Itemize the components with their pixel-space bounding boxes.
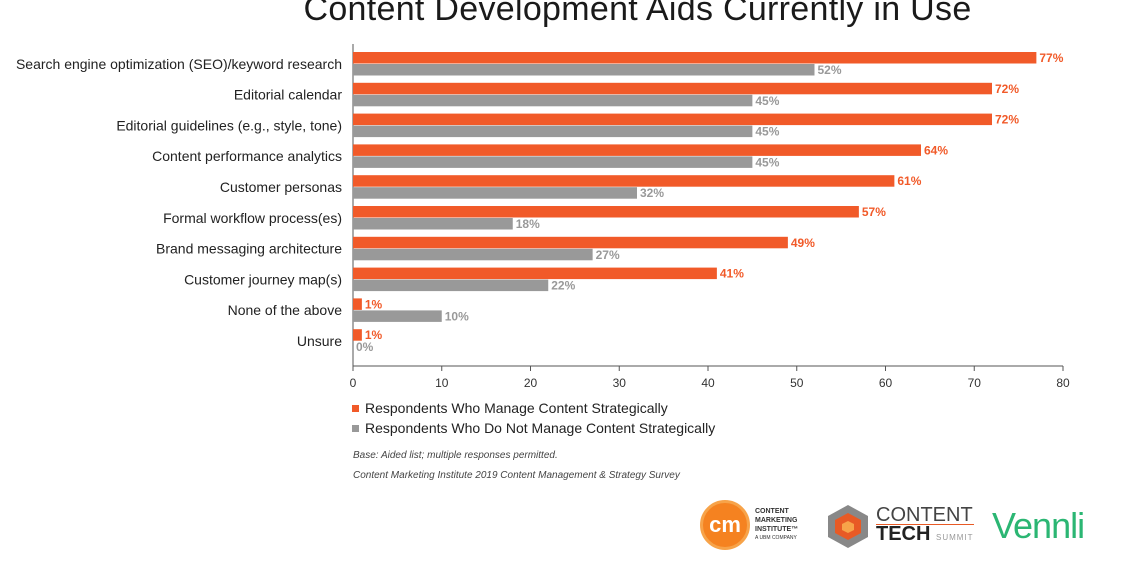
x-tick-label: 60 [879, 376, 893, 390]
legend-swatch-non-strategic [352, 424, 359, 432]
legend-item-strategic: Respondents Who Manage Content Strategic… [352, 398, 715, 418]
category-label: Unsure [297, 333, 342, 349]
cmi-logo-mark: cm [700, 500, 750, 550]
bar-chart: 0 10 20 30 40 50 60 70 80 Search engine optimizat… [16, 44, 1070, 390]
x-tick-label: 0 [350, 376, 357, 390]
category-label: Search engine optimization (SEO)/keyword… [16, 56, 342, 72]
value-label-non-strategic: 45% [755, 155, 779, 169]
category-label: Editorial guidelines (e.g., style, tone) [116, 117, 342, 133]
bar-strategic [353, 52, 1037, 64]
bar-strategic [353, 267, 717, 280]
cmi-logo: cm CONTENT MARKETING INSTITUTE™ A UBM CO… [700, 500, 798, 550]
bar-non-strategic [353, 156, 753, 168]
bar-non-strategic [353, 218, 513, 230]
base-note: Base: Aided list; multiple responses per… [353, 450, 558, 461]
value-label-non-strategic: 10% [445, 309, 469, 323]
bar-strategic [353, 82, 992, 95]
content-tech-line1: CONTENT [876, 503, 974, 526]
value-label-non-strategic: 45% [755, 125, 779, 139]
value-label-strategic: 61% [897, 174, 921, 188]
legend-label-strategic: Respondents Who Manage Content Strategic… [365, 400, 668, 416]
x-tick-label: 80 [1056, 376, 1070, 390]
value-label-strategic: 49% [791, 236, 815, 250]
x-tick-label: 10 [435, 376, 449, 390]
cmi-logo-line2: MARKETING [755, 517, 798, 524]
category-label: Customer journey map(s) [184, 271, 342, 287]
value-label-strategic: 72% [995, 82, 1019, 96]
vennli-logo: Vennli [992, 505, 1085, 546]
cmi-logo-sub: A UBM COMPANY [755, 535, 797, 541]
content-tech-summit: SUMMIT [936, 532, 974, 542]
category-label: Customer personas [220, 179, 342, 195]
category-label: Content performance analytics [152, 148, 342, 164]
bar-non-strategic [353, 279, 549, 292]
value-label-non-strategic: 0% [356, 340, 374, 354]
hexagon-icon [828, 505, 868, 548]
x-tick-label: 50 [790, 376, 804, 390]
value-label-strategic: 72% [995, 113, 1019, 127]
bar-strategic [353, 113, 992, 126]
category-label: Editorial calendar [234, 87, 343, 103]
value-label-strategic: 64% [924, 143, 948, 157]
content-tech-logo: CONTENT TECH SUMMIT [824, 503, 974, 549]
source-note: Content Marketing Institute 2019 Content… [353, 470, 680, 481]
value-label-strategic: 41% [720, 267, 744, 281]
bar-non-strategic [353, 64, 815, 76]
cmi-logo-line3: INSTITUTE™ [755, 526, 799, 533]
category-label: Formal workflow process(es) [163, 210, 342, 226]
bar-strategic [353, 175, 895, 187]
legend-item-non-strategic: Respondents Who Do Not Manage Content St… [352, 418, 715, 438]
value-label-strategic: 77% [1039, 51, 1063, 65]
bar-non-strategic [353, 310, 442, 322]
value-label-non-strategic: 27% [596, 248, 620, 262]
value-label-strategic: 57% [862, 205, 886, 219]
bar-strategic [353, 206, 859, 218]
bar-strategic [353, 236, 788, 249]
cmi-logo-text: CONTENT MARKETING INSTITUTE™ A UBM COMPA… [755, 507, 798, 543]
value-label-non-strategic: 32% [640, 186, 664, 200]
value-label-strategic: 1% [365, 328, 383, 342]
value-label-non-strategic: 52% [818, 63, 842, 77]
bar-strategic [353, 144, 921, 156]
value-label-strategic: 1% [365, 297, 383, 311]
value-label-non-strategic: 45% [755, 94, 779, 108]
legend-swatch-strategic [352, 404, 359, 412]
bar-non-strategic [353, 187, 637, 199]
content-tech-text: CONTENT TECH SUMMIT [876, 503, 974, 547]
chart-title: Content Development Aids Currently in Us… [303, 0, 972, 28]
bar-non-strategic [353, 125, 753, 138]
bar-non-strategic [353, 94, 753, 107]
x-tick-label: 70 [968, 376, 982, 390]
chart-notes: Base: Aided list; multiple responses per… [353, 450, 680, 490]
cmi-logo-line1: CONTENT [755, 508, 789, 515]
category-label: Brand messaging architecture [156, 241, 342, 257]
content-tech-tech: TECH [876, 522, 931, 545]
value-label-non-strategic: 18% [516, 217, 540, 231]
x-tick-label: 20 [524, 376, 538, 390]
bar-strategic [353, 329, 362, 341]
content-tech-line2: TECH SUMMIT [876, 522, 974, 547]
legend: Respondents Who Manage Content Strategic… [352, 398, 715, 438]
x-tick-label: 30 [613, 376, 627, 390]
x-tick-label: 40 [701, 376, 715, 390]
legend-label-non-strategic: Respondents Who Do Not Manage Content St… [365, 420, 716, 436]
value-label-non-strategic: 22% [551, 279, 575, 293]
category-label: None of the above [228, 302, 343, 318]
bar-strategic [353, 298, 362, 310]
bar-non-strategic [353, 248, 593, 261]
